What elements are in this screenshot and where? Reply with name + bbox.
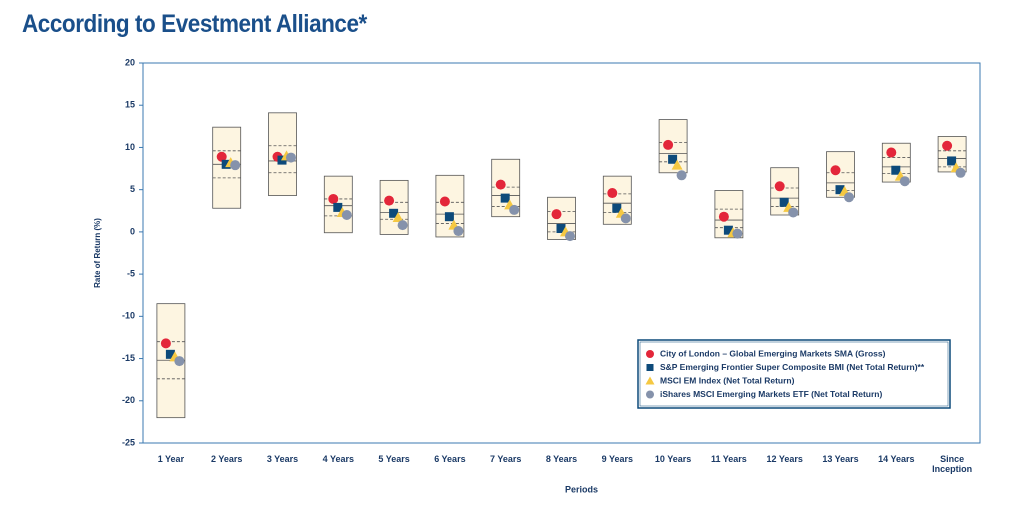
data-point xyxy=(955,167,966,178)
data-point xyxy=(389,208,399,218)
y-tick-label: -25 xyxy=(122,437,135,447)
legend-label: City of London – Global Emerging Markets… xyxy=(660,348,886,358)
data-point xyxy=(788,207,799,218)
data-point xyxy=(221,159,231,169)
data-point xyxy=(671,159,683,170)
data-point xyxy=(551,209,562,220)
data-point xyxy=(500,193,510,203)
data-point xyxy=(341,210,352,220)
legend-label: MSCI EM Index (Net Total Return) xyxy=(660,375,795,385)
data-point xyxy=(607,188,618,199)
y-tick-label: -20 xyxy=(122,395,135,405)
x-tick-label: 5 Years xyxy=(378,454,410,464)
data-point xyxy=(230,160,241,171)
data-point xyxy=(723,225,733,235)
x-tick-label: 9 Years xyxy=(601,454,633,464)
data-point xyxy=(392,212,404,223)
data-point xyxy=(899,176,910,187)
data-point xyxy=(565,231,575,242)
legend-marker xyxy=(646,390,654,399)
range-box xyxy=(770,167,800,216)
x-tick-label: 1 Year xyxy=(157,454,185,464)
legend-inner xyxy=(639,341,949,407)
data-point xyxy=(556,224,566,234)
data-point xyxy=(676,170,687,181)
data-point xyxy=(384,195,395,206)
data-point xyxy=(439,196,450,207)
x-tick-label: 11 Years xyxy=(710,454,747,464)
x-tick-label: 6 Years xyxy=(434,454,466,464)
range-box xyxy=(937,136,967,173)
y-tick-label: 20 xyxy=(125,57,135,67)
data-point xyxy=(453,226,464,237)
data-point xyxy=(732,228,743,239)
x-tick-label: 8 Years xyxy=(545,454,578,464)
x-tick-label: Since Inception xyxy=(932,454,973,474)
data-point xyxy=(509,204,520,215)
y-tick-label: 0 xyxy=(130,226,135,236)
y-tick-label: -5 xyxy=(127,268,135,278)
data-point xyxy=(774,181,785,192)
x-axis-label: Periods xyxy=(565,484,598,494)
data-point xyxy=(174,356,185,367)
data-point xyxy=(835,185,845,195)
data-point xyxy=(779,197,789,207)
range-box xyxy=(268,112,297,196)
data-point xyxy=(891,165,901,175)
x-tick-label: 4 Years xyxy=(322,454,354,464)
data-point xyxy=(718,211,729,222)
legend-label: S&P Emerging Frontier Super Composite BM… xyxy=(660,362,925,372)
plot-frame xyxy=(142,62,981,444)
x-tick-label: 12 Years xyxy=(766,454,803,464)
data-point xyxy=(160,338,171,349)
x-tick-label: 7 Years xyxy=(490,454,522,464)
data-point xyxy=(668,154,678,164)
data-point xyxy=(830,165,841,176)
data-point xyxy=(886,147,897,158)
legend-marker xyxy=(646,364,654,371)
y-tick-label: -10 xyxy=(122,311,135,321)
data-point xyxy=(495,179,506,190)
data-point xyxy=(397,220,408,231)
data-point xyxy=(328,193,339,204)
data-point xyxy=(612,203,622,213)
x-tick-label: 3 Years xyxy=(266,454,299,464)
y-axis-label: Rate of Return (%) xyxy=(93,218,102,288)
data-point xyxy=(942,140,953,151)
data-point xyxy=(663,139,674,150)
y-tick-label: -15 xyxy=(122,353,135,363)
data-point xyxy=(333,202,343,212)
y-tick-label: 15 xyxy=(125,100,135,110)
data-point xyxy=(216,151,227,162)
chart-title: According to Evestment Alliance* xyxy=(22,10,367,38)
x-tick-label: 2 Years xyxy=(211,454,243,464)
range-box xyxy=(881,142,911,183)
data-point xyxy=(620,213,631,224)
x-tick-label: 10 Years xyxy=(654,454,692,464)
data-point xyxy=(844,192,854,203)
data-point xyxy=(286,152,296,163)
y-tick-label: 10 xyxy=(125,142,135,152)
x-tick-label: 13 Years xyxy=(822,454,859,464)
legend-label: iShares MSCI Emerging Markets ETF (Net T… xyxy=(660,389,882,399)
legend-marker xyxy=(645,376,655,385)
data-point xyxy=(444,212,454,222)
legend-marker xyxy=(646,350,654,358)
data-point xyxy=(947,156,957,166)
legend-box xyxy=(637,339,951,409)
y-tick-label: 5 xyxy=(130,184,135,194)
x-tick-label: 14 Years xyxy=(878,454,915,464)
data-point xyxy=(165,349,175,359)
